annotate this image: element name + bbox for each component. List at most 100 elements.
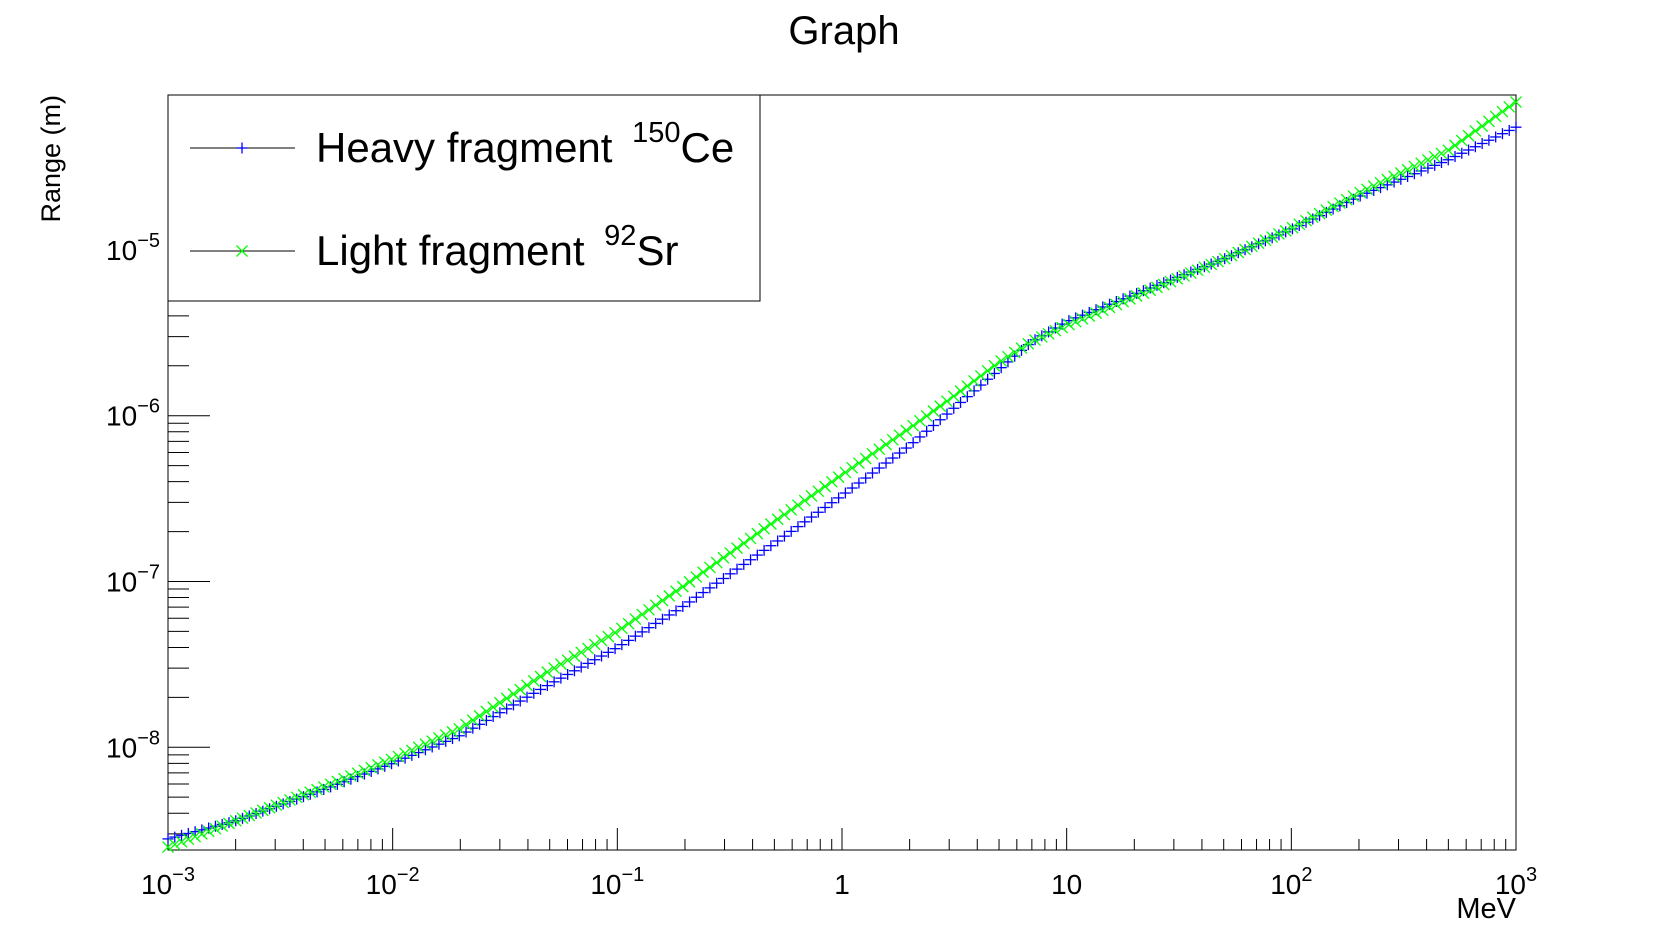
data-point [988, 359, 1001, 372]
data-point [771, 513, 784, 526]
data-point [649, 599, 662, 612]
data-point [175, 835, 188, 848]
data-point [405, 744, 418, 757]
data-point [1042, 327, 1055, 340]
data-point [1178, 269, 1191, 282]
data-point [1476, 120, 1489, 133]
data-point [1313, 207, 1326, 220]
data-point [1293, 218, 1306, 231]
legend-marker [236, 245, 248, 257]
legend-box [167, 94, 761, 302]
chart-title: Graph [788, 9, 899, 53]
data-point [1035, 331, 1048, 343]
data-point [1123, 292, 1136, 305]
data-point [866, 447, 879, 460]
data-point [432, 732, 445, 744]
data-point [1117, 295, 1130, 308]
data-point [737, 537, 750, 550]
data-point [439, 728, 452, 741]
data-point [1083, 310, 1096, 322]
data-point [1056, 321, 1069, 334]
data-point [1096, 304, 1109, 317]
data-point [1069, 315, 1082, 328]
data-point [1205, 258, 1218, 271]
data-point [507, 688, 520, 700]
data-point [229, 814, 242, 827]
data-point [270, 799, 283, 812]
data-point [920, 409, 933, 422]
data-point [182, 833, 195, 846]
data-point [290, 791, 303, 804]
x-tick-label: 103 [1495, 864, 1537, 900]
data-point [710, 556, 723, 569]
data-point [426, 735, 439, 748]
data-point [209, 822, 222, 835]
data-point [588, 638, 601, 651]
data-point [1259, 234, 1272, 247]
data-point [453, 722, 466, 735]
data-point [961, 380, 974, 393]
data-point [1130, 290, 1143, 302]
data-point [995, 354, 1008, 367]
x-tick-labels: 10−3 10−2 10−1 1 10 102 103 [141, 864, 1537, 900]
data-point [1245, 240, 1258, 253]
data-point [1110, 298, 1123, 311]
data-point [886, 433, 899, 446]
data-point [568, 650, 581, 663]
data-point [263, 801, 276, 814]
data-point [913, 414, 926, 427]
data-point [419, 738, 432, 751]
data-point [629, 613, 642, 625]
data-point [168, 838, 181, 851]
data-point [399, 747, 412, 760]
data-point [731, 542, 743, 555]
data-point [1489, 110, 1502, 123]
data-point [798, 494, 811, 507]
data-point [460, 718, 473, 731]
data-point [825, 475, 838, 488]
data-point [236, 812, 249, 825]
data-point [1015, 342, 1028, 355]
data-point [792, 499, 804, 512]
data-point [1300, 214, 1312, 227]
data-point [351, 767, 364, 780]
data-point [250, 807, 263, 819]
data-point [1171, 272, 1184, 285]
data-point [283, 793, 296, 806]
data-point [338, 772, 351, 785]
data-point [595, 634, 608, 647]
legend-light-label: Light fragment 92Sr [316, 220, 678, 274]
data-point [480, 705, 493, 718]
data-point [358, 764, 371, 777]
data-point [1449, 139, 1461, 152]
data-point [1469, 124, 1482, 137]
data-point [378, 756, 391, 769]
data-point [859, 452, 872, 465]
data-point [548, 662, 561, 675]
data-point [1442, 144, 1455, 157]
data-point [852, 457, 865, 470]
data-point [223, 817, 235, 830]
data-point [1198, 261, 1211, 274]
data-point [927, 405, 940, 417]
data-point [1184, 267, 1197, 279]
data-point [1347, 190, 1360, 202]
data-point [1286, 221, 1299, 234]
data-point [1157, 278, 1170, 291]
data-point [636, 608, 649, 621]
data-point [697, 566, 710, 579]
data-point [514, 683, 527, 696]
data-point [1218, 252, 1231, 265]
y-tick-label: 10−5 [106, 230, 160, 266]
data-point [785, 503, 798, 516]
data-point [297, 788, 310, 801]
data-point [1361, 183, 1373, 196]
data-point [907, 419, 920, 432]
y-tick-labels: 10−8 10−7 10−6 10−5 [106, 230, 160, 763]
data-point [974, 369, 987, 382]
data-point [1151, 281, 1163, 294]
data-point [1164, 275, 1177, 288]
data-point [521, 679, 533, 692]
data-point [1279, 224, 1292, 237]
